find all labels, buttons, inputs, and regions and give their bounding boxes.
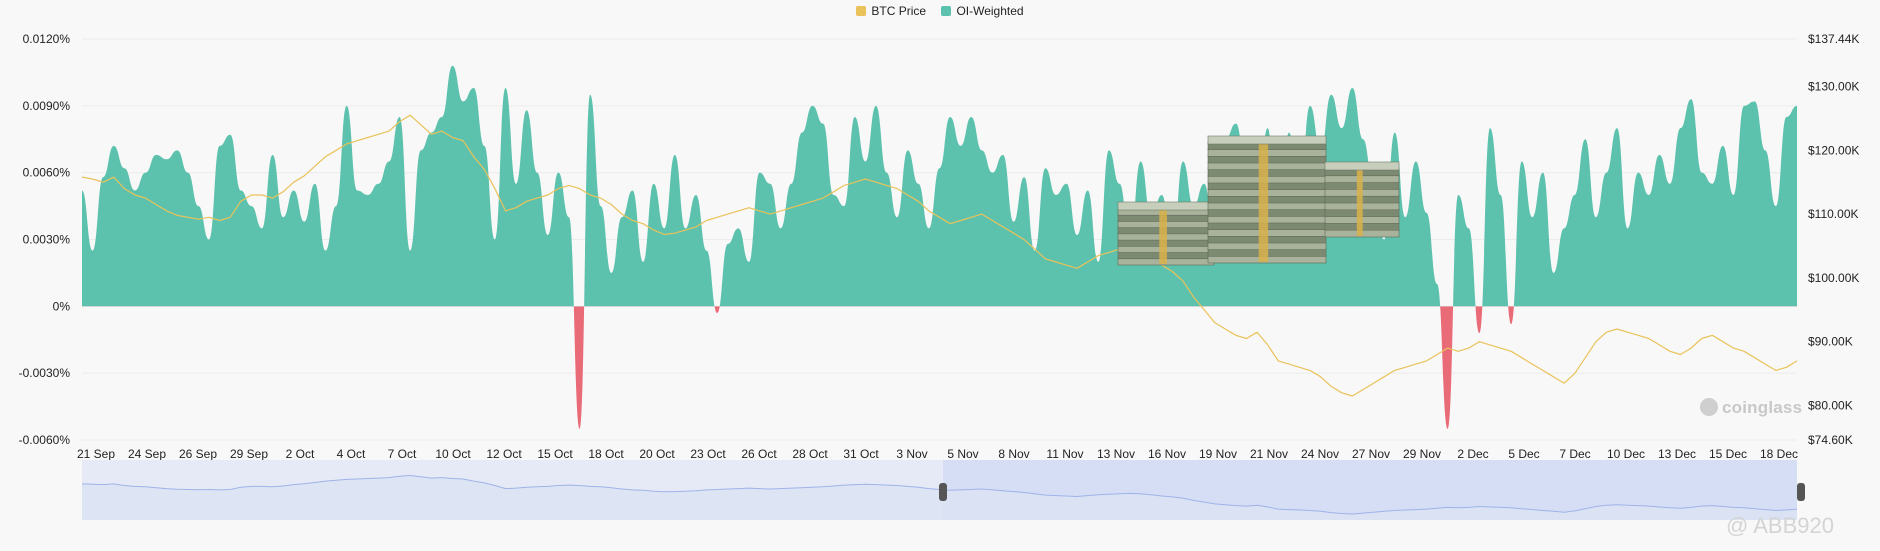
legend-item-oi-weighted[interactable]: OI-Weighted (941, 4, 1024, 18)
x-tick-label: 26 Oct (741, 447, 777, 461)
x-tick-label: 29 Sep (230, 447, 268, 461)
x-tick-label: 21 Sep (77, 447, 115, 461)
cash-stack-center (1207, 135, 1327, 264)
x-tick-label: 26 Sep (179, 447, 217, 461)
y-right-tick-label: $130.00K (1808, 79, 1859, 93)
y-left-tick-label: -0.0030% (19, 366, 71, 380)
x-tick-label: 2 Dec (1457, 447, 1488, 461)
navigator-right-handle[interactable] (1797, 483, 1805, 501)
legend-item-btc-price[interactable]: BTC Price (856, 4, 926, 18)
money-band (1356, 168, 1363, 236)
y-axis-left: 0.0120% 0.0090% 0.0060% 0.0030% 0% -0.0030% -0… (19, 32, 71, 447)
top-bill (1117, 201, 1215, 211)
legend: BTC Price OI-Weighted (0, 4, 1880, 18)
top-bill (1207, 135, 1327, 145)
x-tick-label: 4 Oct (337, 447, 366, 461)
y-axis-right: $137.44K $130.00K $120.00K $110.00K $100.00K… (1808, 32, 1859, 447)
y-left-tick-label: 0.0090% (23, 99, 71, 113)
x-tick-label: 20 Oct (639, 447, 675, 461)
watermark-text: coinglass (1722, 398, 1803, 417)
x-tick-label: 10 Dec (1607, 447, 1645, 461)
legend-swatch-btc (856, 6, 867, 16)
cash-stacks-image (1117, 135, 1400, 266)
x-tick-label: 12 Oct (486, 447, 522, 461)
btc-price-line (81, 114, 1798, 397)
legend-label-oi: OI-Weighted (956, 4, 1024, 18)
x-tick-label: 24 Nov (1301, 447, 1339, 461)
y-left-tick-label: -0.0060% (19, 433, 71, 447)
x-tick-label: 8 Nov (998, 447, 1029, 461)
x-tick-label: 31 Oct (843, 447, 879, 461)
oi-positive-area (82, 65, 1797, 307)
cash-stack-left (1117, 201, 1215, 266)
x-tick-label: 11 Nov (1046, 447, 1083, 461)
btc-price-series (81, 114, 1798, 397)
x-tick-label: 13 Nov (1097, 447, 1135, 461)
legend-swatch-oi (941, 6, 952, 16)
x-tick-label: 13 Dec (1658, 447, 1696, 461)
y-right-tick-label: $100.00K (1808, 271, 1859, 285)
x-tick-label: 27 Nov (1352, 447, 1390, 461)
y-left-tick-label: 0.0120% (23, 32, 71, 46)
x-tick-label: 16 Nov (1148, 447, 1186, 461)
y-left-tick-label: 0.0030% (23, 233, 71, 247)
x-tick-label: 19 Nov (1199, 447, 1237, 461)
x-tick-label: 2 Oct (286, 447, 315, 461)
x-tick-label: 21 Nov (1250, 447, 1288, 461)
cash-stack-right (1324, 161, 1400, 238)
legend-label-btc: BTC Price (871, 4, 927, 18)
y-left-tick-label: 0% (53, 299, 71, 313)
x-tick-label: 10 Oct (435, 447, 471, 461)
x-tick-label: 3 Nov (896, 447, 927, 461)
y-right-tick-label: $137.44K (1808, 32, 1859, 46)
x-tick-label: 29 Nov (1403, 447, 1441, 461)
navigator-left-handle[interactable] (939, 483, 947, 501)
x-axis: 21 Sep 24 Sep 26 Sep 29 Sep 2 Oct 4 Oct 7 Oct 1… (77, 447, 1798, 461)
x-tick-label: 15 Oct (537, 447, 573, 461)
coinglass-watermark: coinglass (1700, 398, 1802, 418)
oi-weighted-series (82, 65, 1797, 429)
x-tick-label: 7 Oct (388, 447, 417, 461)
y-right-tick-label: $74.60K (1808, 433, 1853, 447)
y-right-tick-label: $90.00K (1808, 335, 1853, 349)
x-tick-label: 18 Oct (588, 447, 624, 461)
x-tick-label: 18 Dec (1760, 447, 1798, 461)
x-tick-label: 5 Dec (1508, 447, 1539, 461)
author-credit: @ ABB920 (1726, 513, 1834, 538)
y-left-tick-label: 0.0060% (23, 166, 71, 180)
x-tick-label: 24 Sep (128, 447, 166, 461)
x-tick-label: 5 Nov (947, 447, 978, 461)
top-bill (1324, 161, 1400, 171)
coinglass-logo-icon (1700, 398, 1718, 416)
money-band (1159, 208, 1167, 264)
x-tick-label: 7 Dec (1559, 447, 1590, 461)
x-tick-label: 23 Oct (690, 447, 726, 461)
money-band (1258, 142, 1269, 262)
x-tick-label: 28 Oct (792, 447, 828, 461)
x-tick-label: 15 Dec (1709, 447, 1747, 461)
y-right-tick-label: $120.00K (1808, 143, 1859, 157)
y-right-tick-label: $110.00K (1808, 207, 1859, 221)
y-right-tick-label: $80.00K (1808, 399, 1853, 413)
